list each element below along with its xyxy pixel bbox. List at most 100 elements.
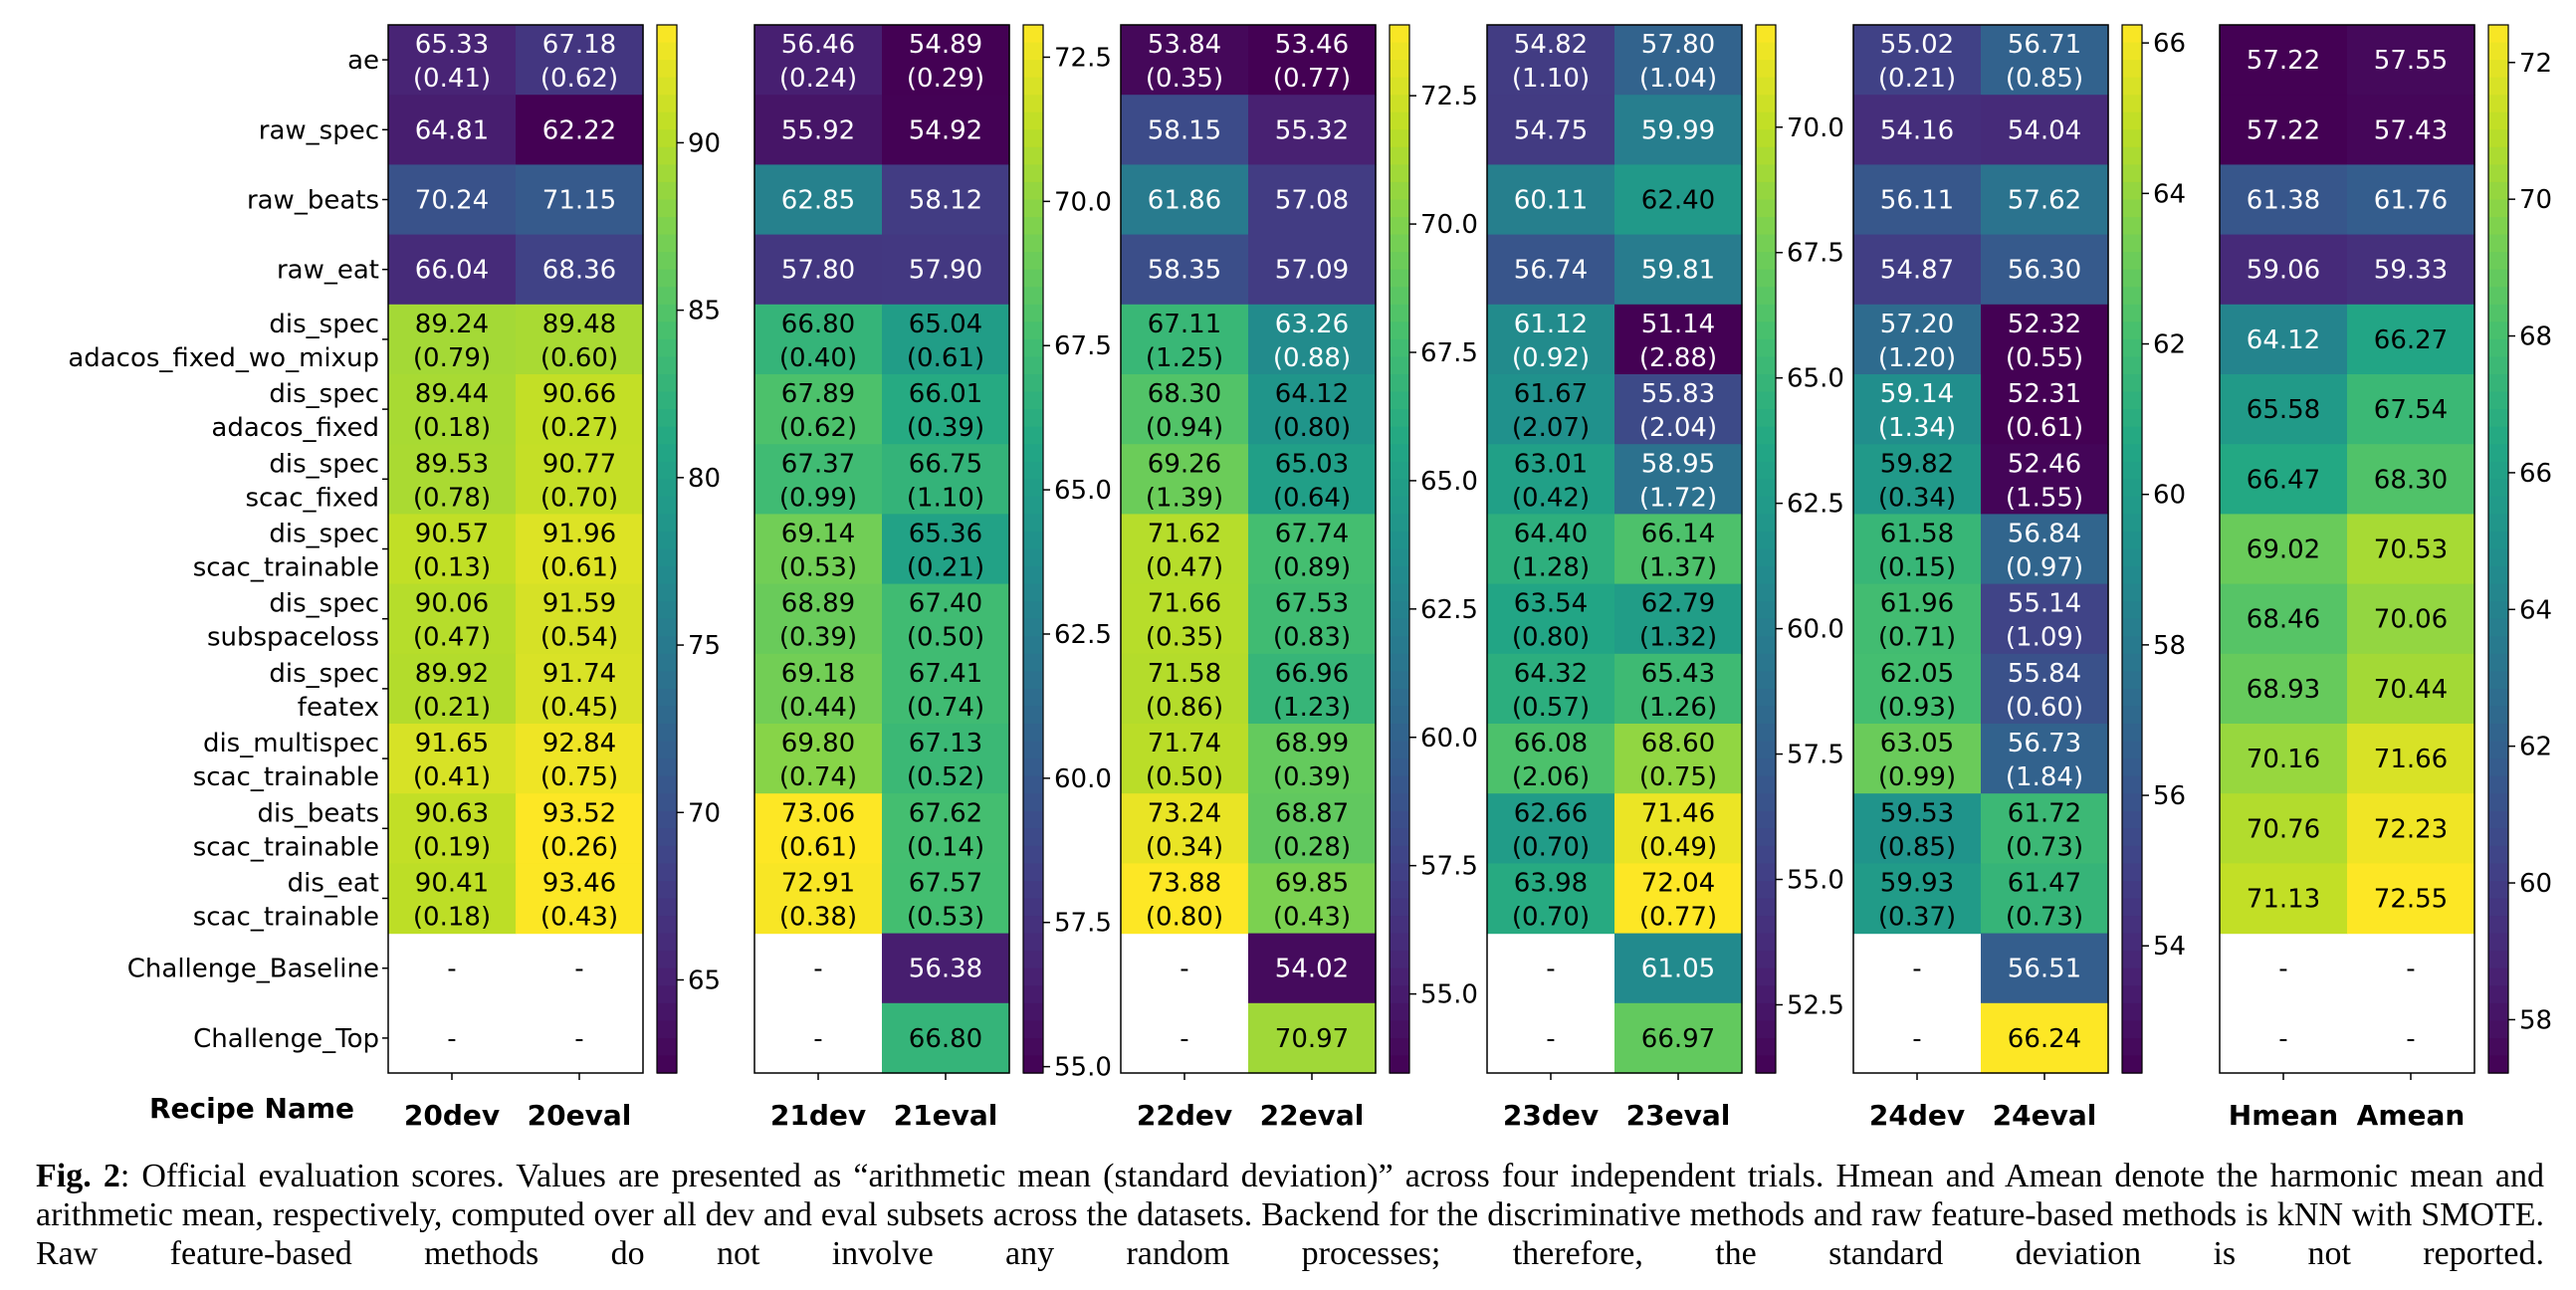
colorbar-segment — [2488, 391, 2508, 410]
colorbar-segment — [2122, 531, 2142, 550]
cell-value-label: 64.40 — [1514, 520, 1588, 549]
colorbar-segment — [1390, 618, 1409, 637]
heatmap-cell — [388, 95, 517, 165]
colorbar-segment — [2122, 636, 2142, 655]
colorbar-segment — [2122, 111, 2142, 130]
heatmap-cell — [1487, 863, 1615, 935]
cell-std-label: (0.97) — [2006, 553, 2083, 583]
cell-std-label: (0.27) — [540, 413, 618, 443]
colorbar-segment — [1023, 25, 1043, 44]
missing-cell-label: - — [1180, 955, 1188, 984]
colorbar-segment — [1756, 181, 1776, 201]
heatmap-cell — [1981, 863, 2109, 935]
colorbar-segment — [1023, 548, 1043, 567]
row-label: dis_multispec — [203, 729, 379, 758]
colorbar-segment — [1390, 880, 1409, 900]
colorbar-segment — [1756, 95, 1776, 113]
cell-value-label: 53.84 — [1148, 30, 1221, 60]
colorbar-segment — [1390, 461, 1409, 480]
heatmap-cell — [1981, 653, 2109, 725]
heatmap-cell — [1121, 863, 1249, 935]
colorbar-segment — [657, 391, 677, 410]
heatmap-cell — [1487, 95, 1615, 165]
colorbar-segment — [1390, 199, 1409, 218]
heatmap-cell — [882, 724, 1010, 794]
cell-value-label: 70.24 — [415, 186, 489, 216]
colorbar-segment — [2122, 810, 2142, 829]
colorbar-segment — [1023, 706, 1043, 725]
cell-std-label: (0.61) — [779, 832, 857, 862]
colorbar-segment — [657, 548, 677, 567]
cell-value-label: 65.36 — [909, 520, 982, 549]
colorbar-segment — [2122, 356, 2142, 375]
heatmap-cell — [1853, 653, 1982, 725]
missing-cell-label: - — [1180, 1024, 1188, 1054]
cell-value-label: 52.46 — [2008, 449, 2081, 479]
colorbar-segment — [1023, 653, 1043, 673]
colorbar-frame — [1755, 24, 1777, 1074]
row-label: dis_spec — [269, 589, 379, 619]
colorbar-segment — [1756, 77, 1776, 96]
colorbar-segment — [1023, 95, 1043, 113]
colorbar-segment — [1023, 164, 1043, 183]
colorbar-segment — [1390, 479, 1409, 498]
heatmap-cell — [1853, 304, 1982, 375]
cell-std-label: (1.20) — [1878, 343, 1956, 373]
heatmap-cell — [516, 25, 644, 96]
colorbar-segment — [2488, 304, 2508, 323]
colorbar-segment — [2122, 671, 2142, 690]
heatmap-cell — [754, 863, 883, 935]
colorbar-tick-label: 65.0 — [1420, 467, 1478, 497]
cell-std-label: (0.79) — [413, 343, 491, 373]
colorbar-segment — [1756, 1002, 1776, 1022]
cell-value-label: 63.98 — [1514, 869, 1588, 899]
row-label: subspaceloss — [207, 623, 379, 653]
colorbar-segment — [1390, 234, 1409, 253]
colorbar-segment — [657, 845, 677, 865]
colorbar-segment — [657, 758, 677, 777]
heatmap-cell — [1248, 164, 1377, 236]
heatmap-cell — [1121, 583, 1249, 655]
cell-value-label: 69.18 — [781, 659, 855, 689]
heatmap-cell — [1981, 234, 2109, 306]
cell-value-label: 55.83 — [1641, 379, 1715, 409]
colorbar-segment — [657, 1002, 677, 1022]
cell-std-label: (0.18) — [413, 413, 491, 443]
cell-value-label: 56.73 — [2008, 729, 2081, 758]
cell-std-label: (0.49) — [1639, 832, 1717, 862]
cell-value-label: 61.67 — [1514, 379, 1588, 409]
cell-value-label: 56.30 — [2008, 256, 2081, 286]
cell-std-label: (1.34) — [1878, 413, 1956, 443]
cell-value-label: 63.01 — [1514, 449, 1588, 479]
heatmap-cell — [754, 653, 883, 725]
colorbar-segment — [1023, 461, 1043, 480]
colorbar-segment — [1023, 863, 1043, 882]
colorbar-segment — [657, 426, 677, 445]
heatmap-cell — [882, 304, 1010, 375]
colorbar-segment — [2488, 1020, 2508, 1039]
heatmap-cell — [754, 374, 883, 445]
cell-value-label: 59.14 — [1880, 379, 1954, 409]
cell-value-label: 66.14 — [1641, 520, 1715, 549]
colorbar-segment — [2122, 724, 2142, 743]
column-label: Amean — [2357, 1099, 2466, 1132]
colorbar-tick-label: 62 — [2153, 330, 2186, 360]
cell-value-label: 69.14 — [781, 520, 855, 549]
cell-value-label: 67.37 — [781, 449, 855, 479]
colorbar-segment — [1023, 77, 1043, 96]
colorbar-segment — [657, 706, 677, 725]
row-label: ae — [347, 46, 379, 76]
cell-value-label: 90.41 — [415, 869, 489, 899]
cell-value-label: 71.62 — [1148, 520, 1221, 549]
cell-std-label: (2.06) — [1512, 762, 1590, 792]
panel-frame — [753, 24, 1010, 1074]
colorbar-segment — [2488, 269, 2508, 288]
colorbar-segment — [657, 985, 677, 1004]
colorbar-tick-label: 57.5 — [1420, 852, 1478, 882]
heatmap-cell — [754, 234, 883, 306]
colorbar-segment — [1390, 514, 1409, 533]
row-label: Challenge_Baseline — [127, 955, 379, 984]
colorbar-segment — [1390, 741, 1409, 759]
colorbar-tick-label: 58 — [2153, 631, 2186, 661]
cell-value-label: 71.66 — [1148, 589, 1221, 619]
